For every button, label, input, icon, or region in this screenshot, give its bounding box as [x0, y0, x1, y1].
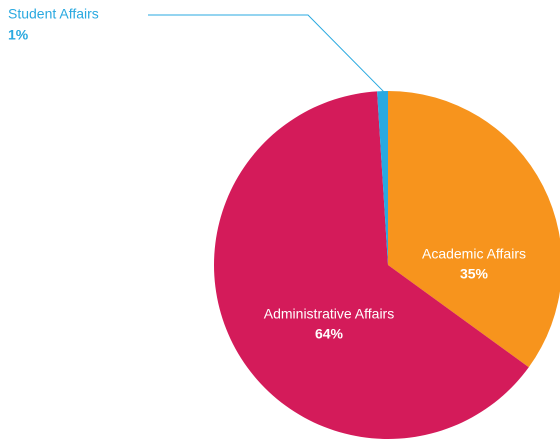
slice-value: 35%: [460, 266, 489, 282]
slice-value: 1%: [8, 27, 29, 43]
slice-label: Academic Affairs: [422, 246, 526, 262]
slice-label: Administrative Affairs: [264, 306, 394, 322]
leader-line: [148, 14, 386, 94]
pie-slice: [388, 91, 560, 368]
pie-slice: [377, 91, 388, 265]
slice-value: 64%: [315, 326, 344, 342]
slice-label: Student Affairs: [8, 6, 99, 22]
pie-slice: [214, 91, 529, 439]
